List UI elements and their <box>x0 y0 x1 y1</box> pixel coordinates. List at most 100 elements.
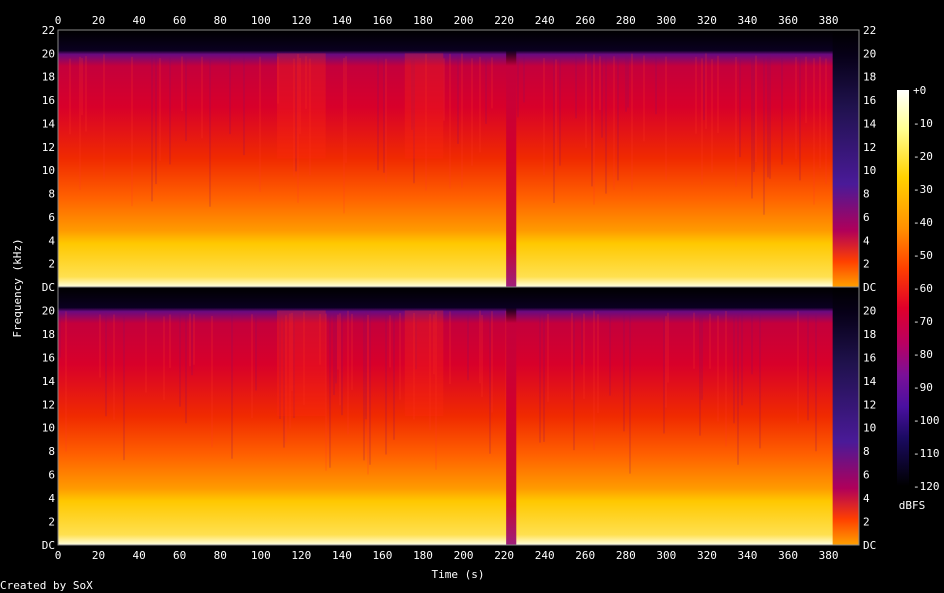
credit-text: Created by SoX <box>0 579 93 592</box>
x-tick-label: 100 <box>251 14 271 27</box>
y-tick-label: 22 <box>42 24 55 37</box>
y-tick-label: 14 <box>863 375 877 388</box>
x-tick-label: 260 <box>575 549 595 562</box>
x-tick-label: 380 <box>819 14 839 27</box>
x-tick-label: 80 <box>214 14 227 27</box>
y-tick-label: 20 <box>863 304 876 317</box>
loud-section <box>404 53 444 159</box>
x-tick-label: 40 <box>132 14 145 27</box>
x-tick-label: 220 <box>494 549 514 562</box>
y-tick-label: 14 <box>42 375 56 388</box>
x-tick-label: 60 <box>173 14 186 27</box>
colorbar-tick-label: -10 <box>913 117 933 130</box>
y-tick-label: 20 <box>42 304 55 317</box>
y-tick-label: DC <box>42 539 55 552</box>
x-tick-label: 140 <box>332 549 352 562</box>
colorbar-tick-label: -20 <box>913 150 933 163</box>
channel-2-panel: DC DC 2 2 4 4 6 6 8 8 10 10 12 12 14 14 16 16 18 18 20 20 <box>42 286 877 552</box>
x-tick-label: 0 <box>55 14 62 27</box>
y-tick-label: 10 <box>42 422 55 435</box>
x-tick-label: 240 <box>535 549 555 562</box>
colorbar-tick-label: -120 <box>913 480 940 493</box>
x-tick-label: 120 <box>291 14 311 27</box>
colorbar-tick-label: -80 <box>913 348 933 361</box>
y-tick-label: 2 <box>863 516 870 529</box>
x-tick-label: 20 <box>92 549 105 562</box>
y-tick-label: 16 <box>863 94 876 107</box>
x-tick-label: 340 <box>738 549 758 562</box>
x-tick-label: 300 <box>656 14 676 27</box>
x-tick-label: 240 <box>535 14 555 27</box>
y-tick-label: 8 <box>48 188 55 201</box>
y-tick-label: 22 <box>863 24 876 37</box>
y-tick-label: 18 <box>42 328 55 341</box>
colorbar-scale <box>897 90 909 486</box>
x-tick-label: 260 <box>575 14 595 27</box>
y-tick-label: DC <box>863 281 876 294</box>
y-tick-label: 4 <box>863 234 870 247</box>
y-tick-label: 6 <box>48 469 55 482</box>
x-tick-label: 20 <box>92 14 105 27</box>
x-tick-label: 280 <box>616 14 636 27</box>
y-tick-label: 4 <box>48 234 55 247</box>
x-tick-label: 60 <box>173 549 186 562</box>
y-tick-label: 20 <box>42 47 55 60</box>
y-tick-label: 10 <box>863 164 876 177</box>
loud-section <box>277 53 326 159</box>
y-tick-label: 10 <box>42 164 55 177</box>
spectrogram-body <box>58 287 859 545</box>
colorbar-tick-label: -60 <box>913 282 933 295</box>
x-tick-label: 280 <box>616 549 636 562</box>
y-tick-label: 10 <box>863 422 876 435</box>
x-tick-label: 200 <box>454 549 474 562</box>
y-tick-label: 12 <box>42 141 55 154</box>
y-tick-label: 4 <box>48 492 55 505</box>
x-tick-label: 160 <box>373 549 393 562</box>
x-tick-label: 180 <box>413 14 433 27</box>
x-tick-label: 380 <box>819 549 839 562</box>
x-tick-label: 0 <box>55 549 62 562</box>
x-axis-label: Time (s) <box>432 568 485 581</box>
colorbar: +0 -10 -20 -30 -40 -50 -60 -70 -80 -90 -100 -110 -12… <box>897 84 940 493</box>
colorbar-tick-label: -40 <box>913 216 933 229</box>
colorbar-tick-label: -30 <box>913 183 933 196</box>
colorbar-tick-label: -110 <box>913 447 940 460</box>
x-tick-label: 300 <box>656 549 676 562</box>
y-tick-label: 16 <box>42 351 55 364</box>
x-tick-label: 320 <box>697 14 717 27</box>
loud-section <box>404 310 444 416</box>
colorbar-tick-label: -50 <box>913 249 933 262</box>
colorbar-tick-label: -70 <box>913 315 933 328</box>
x-tick-label: 220 <box>494 14 514 27</box>
x-tick-label: 80 <box>214 549 227 562</box>
y-tick-label: 12 <box>863 398 876 411</box>
colorbar-tick-label: +0 <box>913 84 926 97</box>
spectrogram-body <box>58 30 859 287</box>
y-tick-label: 8 <box>863 445 870 458</box>
colorbar-tick-label: -100 <box>913 414 940 427</box>
x-axis-top: 0 20 40 60 80 100 120 140 160 180 200 220 240 260 280 3… <box>55 14 839 27</box>
x-tick-label: 180 <box>413 549 433 562</box>
x-tick-label: 200 <box>454 14 474 27</box>
y-tick-label: 6 <box>863 211 870 224</box>
y-tick-label: 14 <box>42 117 56 130</box>
spectral-texture <box>69 53 827 215</box>
x-tick-label: 360 <box>778 549 798 562</box>
fade-out-event <box>832 287 859 545</box>
y-tick-label: 2 <box>863 258 870 271</box>
x-tick-label: 100 <box>251 549 271 562</box>
x-tick-label: 140 <box>332 14 352 27</box>
colorbar-tick-label: -90 <box>913 381 933 394</box>
y-tick-label: 18 <box>863 71 876 84</box>
y-tick-label: 20 <box>863 47 876 60</box>
gap-event <box>506 287 517 545</box>
y-tick-label: 16 <box>42 94 55 107</box>
y-tick-label: DC <box>42 281 55 294</box>
y-tick-label: 4 <box>863 492 870 505</box>
x-tick-label: 360 <box>778 14 798 27</box>
fade-out-event <box>832 30 859 287</box>
y-tick-label: 2 <box>48 516 55 529</box>
